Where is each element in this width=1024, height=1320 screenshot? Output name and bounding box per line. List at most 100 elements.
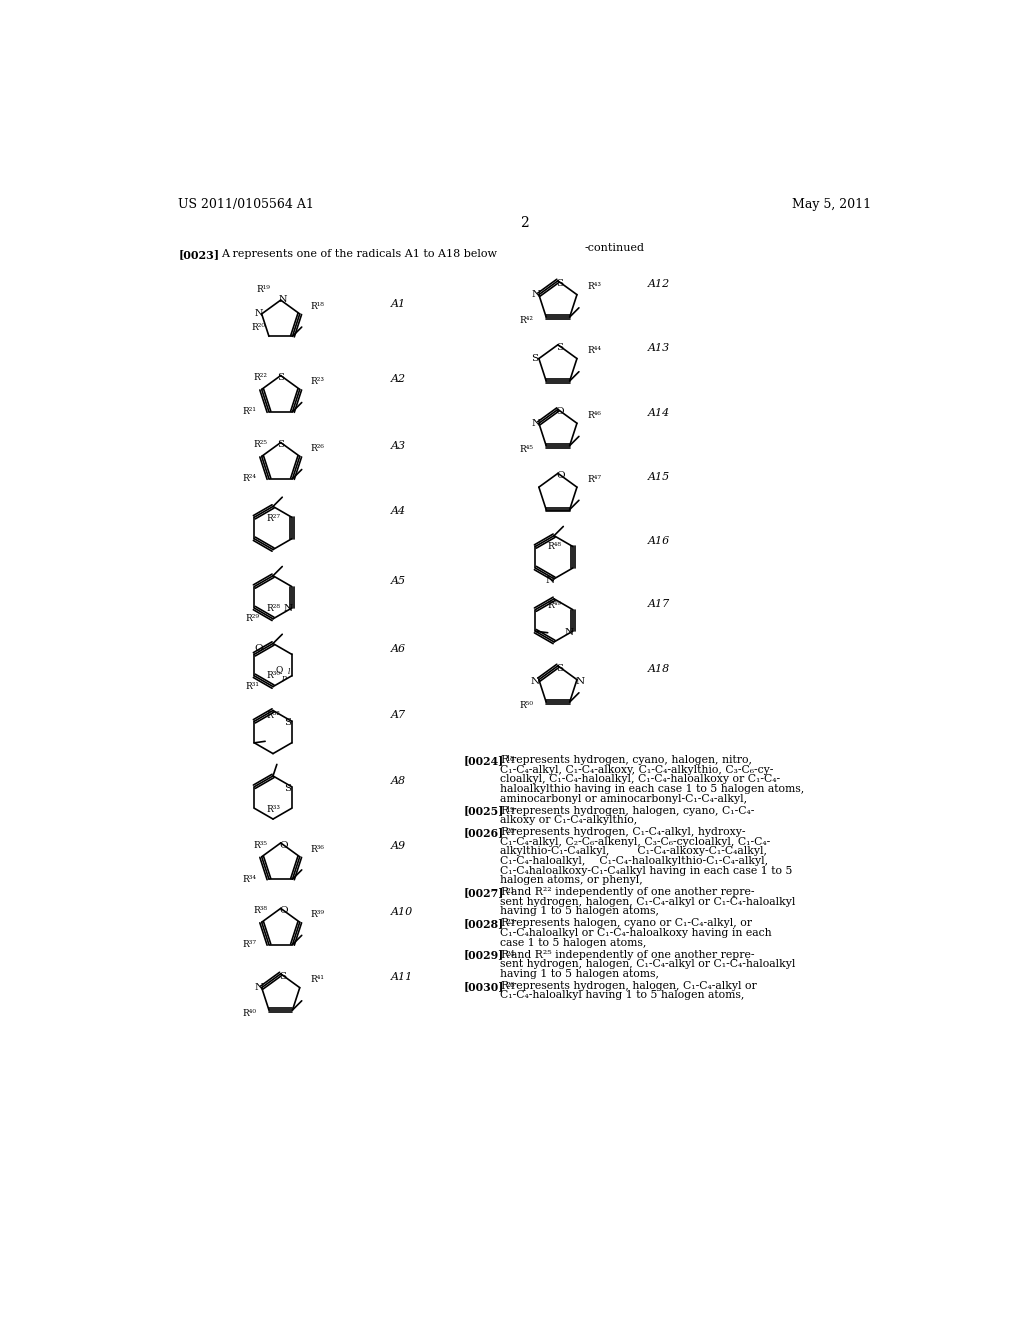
Text: [0027]: [0027] — [463, 887, 504, 898]
Text: R³³: R³³ — [266, 805, 281, 814]
Text: A11: A11 — [391, 973, 413, 982]
Text: 24: 24 — [506, 949, 515, 957]
Text: A6: A6 — [391, 644, 406, 653]
Text: R¹⁹: R¹⁹ — [256, 285, 270, 294]
Text: R⁴⁹: R⁴⁹ — [548, 602, 562, 610]
Text: R⁴⁰: R⁴⁰ — [243, 1010, 257, 1019]
Text: C₁-C₄-haloalkyl,    C₁-C₄-haloalkylthio-C₁-C₄-alkyl,: C₁-C₄-haloalkyl, C₁-C₄-haloalkylthio-C₁-… — [500, 855, 768, 866]
Text: R³⁰: R³⁰ — [266, 672, 281, 680]
Text: 19: 19 — [506, 805, 515, 813]
Text: R³⁸: R³⁸ — [253, 906, 267, 915]
Text: N: N — [530, 677, 540, 685]
Text: alkoxy or C₁-C₄-alkylthio,: alkoxy or C₁-C₄-alkylthio, — [500, 816, 637, 825]
Text: R⁵⁰: R⁵⁰ — [520, 701, 534, 710]
Text: A12: A12 — [648, 280, 671, 289]
Text: C₁-C₄-alkyl, C₂-C₆-alkenyl, C₃-C₆-cycloalkyl, C₁-C₄-: C₁-C₄-alkyl, C₂-C₆-alkenyl, C₃-C₆-cycloa… — [500, 837, 770, 846]
Text: sent hydrogen, halogen, C₁-C₄-alkyl or C₁-C₄-haloalkyl: sent hydrogen, halogen, C₁-C₄-alkyl or C… — [500, 960, 796, 969]
Text: 26: 26 — [506, 981, 515, 989]
Text: May 5, 2011: May 5, 2011 — [793, 198, 871, 211]
Text: [0026]: [0026] — [463, 828, 504, 838]
Text: 2: 2 — [520, 216, 529, 230]
Text: R: R — [500, 981, 508, 991]
Text: N: N — [531, 418, 541, 428]
Text: C₁-C₄haloalkyl or C₁-C₄-haloalkoxy having in each: C₁-C₄haloalkyl or C₁-C₄-haloalkoxy havin… — [500, 928, 772, 939]
Text: A4: A4 — [391, 507, 406, 516]
Text: A3: A3 — [391, 441, 406, 451]
Text: R²⁷: R²⁷ — [266, 515, 281, 523]
Text: N: N — [531, 290, 541, 300]
Text: O: O — [255, 644, 263, 652]
Text: S: S — [556, 343, 563, 351]
Text: S: S — [278, 372, 285, 381]
Text: R⁴¹: R⁴¹ — [310, 975, 325, 985]
Text: represents hydrogen, halogen, cyano, C₁-C₄-: represents hydrogen, halogen, cyano, C₁-… — [511, 805, 755, 816]
Text: N: N — [284, 603, 293, 612]
Text: R⁴⁸: R⁴⁸ — [548, 543, 562, 550]
Text: represents hydrogen, cyano, halogen, nitro,: represents hydrogen, cyano, halogen, nit… — [511, 755, 752, 766]
Text: alkylthio-C₁-C₄alkyl,        C₁-C₄-alkoxy-C₁-C₄alkyl,: alkylthio-C₁-C₄alkyl, C₁-C₄-alkoxy-C₁-C₄… — [500, 846, 767, 857]
Text: C₁-C₄-haloalkyl having 1 to 5 halogen atoms,: C₁-C₄-haloalkyl having 1 to 5 halogen at… — [500, 990, 744, 1001]
Text: 20: 20 — [506, 828, 515, 836]
Text: A16: A16 — [648, 536, 671, 545]
Text: S: S — [285, 784, 292, 793]
Text: 18: 18 — [506, 755, 515, 763]
Text: A7: A7 — [391, 710, 406, 721]
Text: having 1 to 5 halogen atoms,: having 1 to 5 halogen atoms, — [500, 969, 659, 979]
Text: [0030]: [0030] — [463, 981, 504, 991]
Text: C₁-C₄-alkyl, C₁-C₄-alkoxy, C₁-C₄-alkylthio, C₃-C₆-cy-: C₁-C₄-alkyl, C₁-C₄-alkoxy, C₁-C₄-alkylth… — [500, 764, 773, 775]
Text: aminocarbonyl or aminocarbonyl-C₁-C₄-alkyl,: aminocarbonyl or aminocarbonyl-C₁-C₄-alk… — [500, 793, 748, 804]
Text: O: O — [555, 408, 564, 416]
Text: Q: Q — [275, 665, 283, 675]
Text: R³⁹: R³⁹ — [310, 909, 325, 919]
Text: and R²⁵ independently of one another repre-: and R²⁵ independently of one another rep… — [511, 949, 755, 960]
Text: A5: A5 — [391, 576, 406, 586]
Text: A18: A18 — [648, 664, 671, 675]
Text: and R²² independently of one another repre-: and R²² independently of one another rep… — [511, 887, 755, 898]
Text: N: N — [279, 294, 288, 304]
Text: A represents one of the radicals A1 to A18 below: A represents one of the radicals A1 to A… — [221, 249, 498, 259]
Text: R⁴⁷: R⁴⁷ — [588, 475, 602, 484]
Text: O: O — [557, 471, 565, 480]
Text: haloalkylthio having in each case 1 to 5 halogen atoms,: haloalkylthio having in each case 1 to 5… — [500, 784, 805, 795]
Text: R²⁸: R²⁸ — [266, 603, 281, 612]
Text: -continued: -continued — [585, 243, 645, 253]
Text: R³²: R³² — [266, 710, 281, 719]
Text: R: R — [500, 949, 508, 960]
Text: A10: A10 — [391, 907, 413, 917]
Text: A9: A9 — [391, 841, 406, 851]
Text: R²²: R²² — [253, 374, 267, 383]
Text: R²⁶: R²⁶ — [310, 444, 325, 453]
Text: C₁-C₄haloalkoxy-C₁-C₄alkyl having in each case 1 to 5: C₁-C₄haloalkoxy-C₁-C₄alkyl having in eac… — [500, 866, 793, 875]
Text: R⁴⁵: R⁴⁵ — [520, 445, 534, 454]
Text: R³⁴: R³⁴ — [243, 875, 257, 883]
Text: [0024]: [0024] — [463, 755, 504, 766]
Text: 21: 21 — [506, 887, 515, 895]
Text: S: S — [278, 440, 285, 449]
Text: A13: A13 — [648, 343, 671, 354]
Text: R²⁵: R²⁵ — [253, 441, 267, 449]
Text: S: S — [279, 972, 286, 981]
Text: A8: A8 — [391, 776, 406, 785]
Text: having 1 to 5 halogen atoms,: having 1 to 5 halogen atoms, — [500, 907, 659, 916]
Text: R²³: R²³ — [310, 378, 325, 387]
Text: R²¹: R²¹ — [243, 408, 257, 416]
Text: sent hydrogen, halogen, C₁-C₄-alkyl or C₁-C₄-haloalkyl: sent hydrogen, halogen, C₁-C₄-alkyl or C… — [500, 896, 796, 907]
Text: N: N — [254, 983, 263, 993]
Text: N: N — [546, 576, 555, 585]
Text: [0028]: [0028] — [463, 919, 504, 929]
Text: R⁴³: R⁴³ — [588, 282, 602, 292]
Text: case 1 to 5 halogen atoms,: case 1 to 5 halogen atoms, — [500, 937, 646, 948]
Text: R: R — [500, 919, 508, 928]
Text: N: N — [564, 628, 573, 638]
Text: cloalkyl, C₁-C₄-haloalkyl, C₁-C₄-haloalkoxy or C₁-C₄-: cloalkyl, C₁-C₄-haloalkyl, C₁-C₄-haloalk… — [500, 775, 780, 784]
Text: R: R — [500, 887, 508, 898]
Text: O: O — [280, 841, 288, 850]
Text: [0023]: [0023] — [178, 249, 219, 260]
Text: R³⁵: R³⁵ — [253, 841, 267, 850]
Text: R³¹: R³¹ — [246, 682, 259, 692]
Text: [0029]: [0029] — [463, 949, 504, 961]
Text: S: S — [556, 664, 563, 673]
Text: R³⁶: R³⁶ — [310, 845, 325, 854]
Text: A14: A14 — [648, 408, 671, 418]
Text: A15: A15 — [648, 471, 671, 482]
